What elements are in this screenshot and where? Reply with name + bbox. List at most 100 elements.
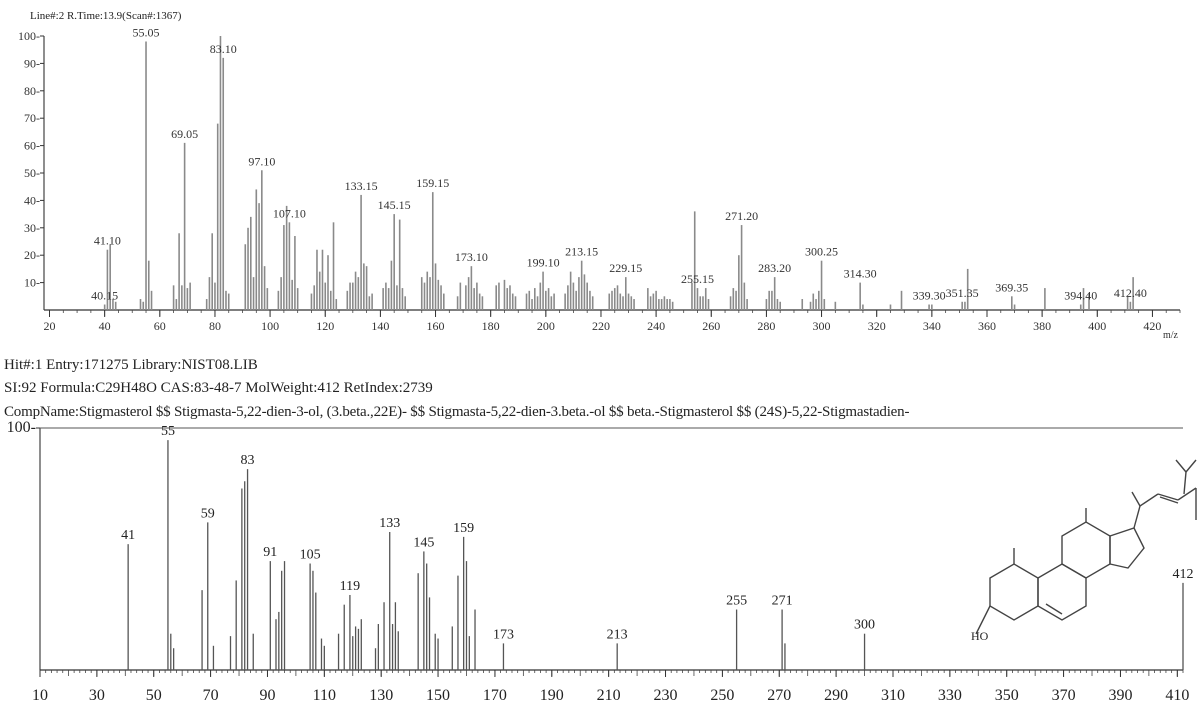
reference-spectrum-peaks: [127, 440, 1184, 670]
x-tick-label: 280: [757, 319, 775, 333]
x-tick-label: 140: [371, 319, 389, 333]
y-tick-label: 10-: [24, 276, 40, 290]
peak-label: 133: [379, 516, 400, 531]
spectrum-header: Line#:2 R.Time:13.9(Scan#:1367): [30, 10, 182, 22]
x-tick-label: 40: [99, 319, 111, 333]
peak-label: 394.40: [1064, 289, 1097, 303]
peak-label: 213: [607, 627, 628, 642]
x-tick-label: 150: [426, 687, 450, 704]
compound-name-line: CompName:Stigmasterol $$ Stigmasta-5,22-…: [4, 404, 910, 420]
x-tick-label: 340: [923, 319, 941, 333]
peak-label: 255.15: [681, 272, 714, 286]
x-tick-label: 420: [1143, 319, 1161, 333]
y-tick-label: 20-: [24, 248, 40, 262]
x-tick-label: 380: [1033, 319, 1051, 333]
x-tick-label: 270: [767, 687, 791, 704]
x-tick-label: 220: [592, 319, 610, 333]
stigmasterol-structure-icon: [975, 459, 1197, 635]
x-tick-label: 170: [483, 687, 507, 704]
peak-label: 133.15: [345, 179, 378, 193]
peak-label: 107.10: [273, 206, 306, 220]
x-tick-label: 410: [1165, 687, 1189, 704]
peak-label: 271: [772, 594, 793, 609]
x-tick-label: 160: [427, 319, 445, 333]
peak-label: 339.30: [913, 289, 946, 303]
x-tick-label: 400: [1088, 319, 1106, 333]
peak-label: 271.20: [725, 209, 758, 223]
x-tick-label: 180: [482, 319, 500, 333]
reference-spectrum-axes: 10 30 50 70 90 110 130 150 170 190 210 230 250 270 290…: [7, 419, 1190, 704]
peak-label: 159: [453, 521, 474, 536]
peak-label: 119: [340, 579, 360, 594]
y-tick-label: 60-: [24, 139, 40, 153]
x-tick-label: 80: [209, 319, 221, 333]
x-tick-label: 70: [203, 687, 219, 704]
x-tick-label: 250: [710, 687, 734, 704]
x-tick-label: 330: [938, 687, 962, 704]
peak-label: 97.10: [248, 154, 275, 168]
peak-label: 55.05: [133, 25, 160, 39]
x-tick-label: 240: [647, 319, 665, 333]
y-tick-label: 30-: [24, 221, 40, 235]
peak-label: 91: [263, 545, 277, 560]
reference-spectrum-peak-labels: 41 55 59 83 91 105 119 133 145 159 173 213 255 271 300…: [121, 424, 1193, 642]
measured-spectrum-peaks: [103, 36, 1134, 310]
y-tick-label: 80-: [24, 84, 40, 98]
peak-label: 369.35: [995, 280, 1028, 294]
peak-label: 69.05: [171, 127, 198, 141]
measured-spectrum-peak-labels: 40.15 41.10 55.05 69.05 83.10 97.10 107.10 133.…: [91, 25, 1147, 302]
measured-spectrum-chart: 20 40 60 80 100 120 140 160 180 200 220 240 260 280 30…: [18, 25, 1181, 341]
x-tick-label: 60: [154, 319, 166, 333]
structure-hydroxyl-label: HO: [971, 629, 989, 643]
peak-label: 145: [413, 535, 434, 550]
peak-label: 283.20: [758, 261, 791, 275]
peak-label: 300: [854, 618, 875, 633]
peak-label: 199.10: [527, 256, 560, 270]
x-tick-label: 110: [313, 687, 336, 704]
y-tick-label: 100-: [18, 29, 40, 43]
x-axis-label: m/z: [1163, 330, 1179, 341]
x-tick-label: 300: [813, 319, 831, 333]
x-tick-label: 290: [824, 687, 848, 704]
peak-label: 83: [241, 453, 255, 468]
peak-label: 314.30: [844, 267, 877, 281]
peak-label: 412: [1173, 567, 1194, 582]
x-tick-label: 320: [868, 319, 886, 333]
x-tick-label: 360: [978, 319, 996, 333]
x-tick-label: 90: [259, 687, 275, 704]
y-tick-label: 70-: [24, 111, 40, 125]
y-tick-label: 40-: [24, 193, 40, 207]
x-tick-label: 120: [316, 319, 334, 333]
peak-label: 213.15: [565, 245, 598, 259]
peak-label: 41.10: [94, 234, 121, 248]
x-tick-label: 350: [995, 687, 1019, 704]
library-formula-line: SI:92 Formula:C29H48O CAS:83-48-7 MolWei…: [4, 380, 433, 396]
y-tick-label: 50-: [24, 166, 40, 180]
peak-label: 40.15: [91, 289, 118, 303]
peak-label: 159.15: [416, 176, 449, 190]
peak-label: 300.25: [805, 245, 838, 259]
x-tick-label: 50: [146, 687, 162, 704]
peak-label: 145.15: [378, 198, 411, 212]
x-tick-label: 390: [1108, 687, 1132, 704]
x-tick-label: 370: [1052, 687, 1076, 704]
x-tick-label: 10: [32, 687, 48, 704]
peak-label: 229.15: [609, 261, 642, 275]
y-tick-label: 100-: [7, 419, 36, 436]
x-tick-label: 210: [597, 687, 621, 704]
peak-label: 105: [300, 548, 321, 563]
x-tick-label: 20: [44, 319, 56, 333]
peak-label: 41: [121, 528, 135, 543]
x-tick-label: 30: [89, 687, 105, 704]
x-tick-label: 260: [702, 319, 720, 333]
x-tick-label: 190: [540, 687, 564, 704]
peak-label: 83.10: [210, 42, 237, 56]
y-tick-label: 90-: [24, 56, 40, 70]
peak-label: 55: [161, 424, 175, 439]
peak-label: 412.40: [1114, 286, 1147, 300]
peak-label: 255: [726, 594, 747, 609]
library-hit-line: Hit#:1 Entry:171275 Library:NIST08.LIB: [4, 357, 258, 373]
peak-label: 173: [493, 627, 514, 642]
x-tick-label: 200: [537, 319, 555, 333]
x-tick-label: 310: [881, 687, 905, 704]
